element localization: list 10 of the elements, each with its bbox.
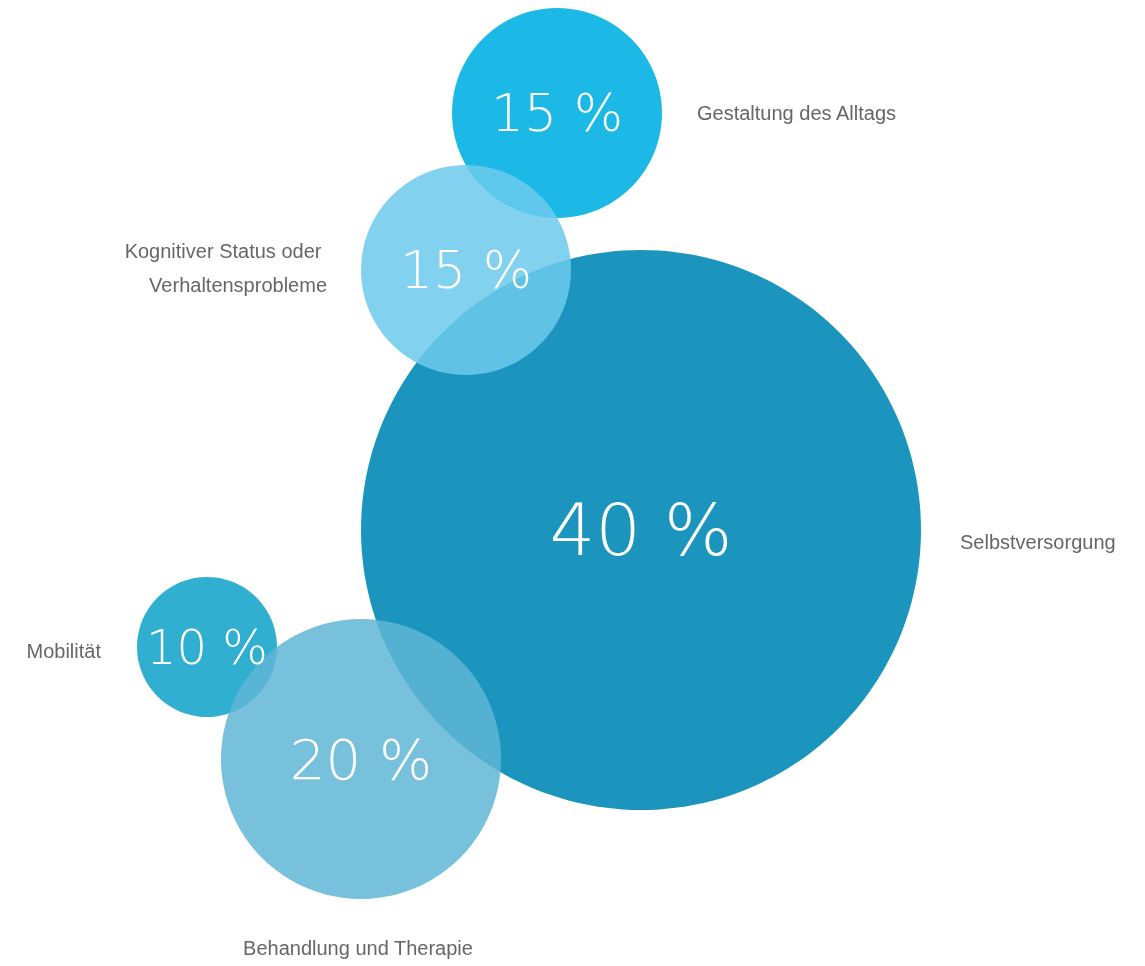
category-label: Behandlung und Therapie	[243, 937, 473, 959]
data-label: 40 %	[549, 488, 733, 572]
data-label: 20 %	[289, 726, 433, 792]
category-label: Selbstversorgung	[960, 531, 1116, 553]
category-label: Mobilität	[26, 640, 102, 662]
data-label: 15 %	[490, 83, 624, 143]
data-label: 15 %	[399, 240, 533, 300]
category-label: Kognitiver Status oder Verhaltensprobleme	[124, 240, 327, 296]
category-label: Gestaltung des Alltags	[697, 102, 897, 124]
data-label: 10 %	[146, 619, 268, 675]
